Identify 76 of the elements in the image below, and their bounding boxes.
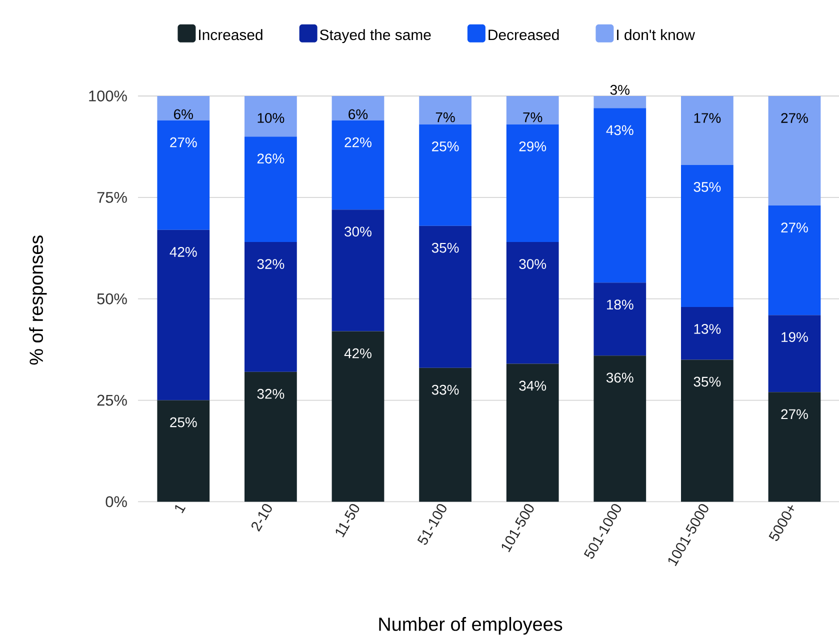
data-label: 35% [432,242,459,253]
bar [332,331,384,502]
y-axis-title: % of responses [29,236,47,365]
y-tick-label: 75% [97,192,127,203]
data-label: 30% [519,259,546,269]
data-label: 17% [694,113,721,123]
bar [332,96,384,120]
data-label: 26% [257,154,284,164]
bar [244,242,297,372]
data-label: 35% [694,376,721,387]
legend-label: Stayed the same [320,29,431,44]
bar [506,96,559,124]
data-label: 42% [344,348,372,358]
data-label: 33% [432,384,459,395]
bar [768,315,821,392]
data-label: 18% [606,300,634,310]
bar [506,124,559,242]
data-label: 25% [432,141,459,152]
bar [157,120,210,230]
bar [594,282,646,356]
x-axis-title: Number of employees [379,617,562,635]
data-label: 43% [606,125,634,136]
bar [506,242,559,364]
data-label: 6% [174,109,193,120]
bar [157,230,210,400]
data-label: 25% [170,417,197,428]
bar [157,400,210,502]
data-label: 7% [523,112,542,122]
bar [244,136,297,242]
bar [768,206,821,316]
bar [419,96,472,124]
bar [681,164,734,307]
legend-label: Increased [199,29,262,40]
bar [681,360,734,502]
bar [681,306,734,360]
bar [594,356,646,502]
y-tick-label: 25% [97,394,127,406]
bar [419,124,472,226]
bar [681,96,734,165]
data-label: 34% [519,380,546,391]
data-label: 30% [344,226,372,237]
data-label: 27% [781,113,808,123]
data-label: 22% [344,137,372,148]
bar [768,96,821,206]
x-tick-label: 1 [175,504,186,514]
data-label: 27% [781,409,808,420]
data-label: 36% [606,372,634,383]
y-tick-label: 50% [97,293,127,304]
legend-label: Decreased [488,29,559,40]
bar [768,392,821,502]
bar [332,210,384,332]
bar [244,96,297,137]
bar [594,96,646,108]
data-label: 32% [257,259,284,269]
data-label: 27% [781,222,808,232]
bar [419,368,472,502]
data-label: 29% [519,141,546,152]
y-tick-label: 100% [89,90,127,102]
data-label: 32% [257,388,284,399]
bar [594,108,646,283]
bar [244,372,297,502]
data-label: 27% [170,137,197,148]
data-label: 13% [694,324,721,334]
data-label: 6% [348,109,368,120]
bar [332,120,384,210]
legend-label: I don't know [617,29,695,40]
data-label: 3% [610,84,630,95]
data-label: 10% [258,113,284,123]
data-label: 19% [782,332,808,342]
bar [419,226,472,368]
data-label: 42% [170,246,197,257]
data-label: 7% [436,112,455,122]
bar [157,96,210,120]
y-tick-label: 0% [106,496,127,508]
bar [506,364,559,502]
data-label: 35% [694,182,721,192]
